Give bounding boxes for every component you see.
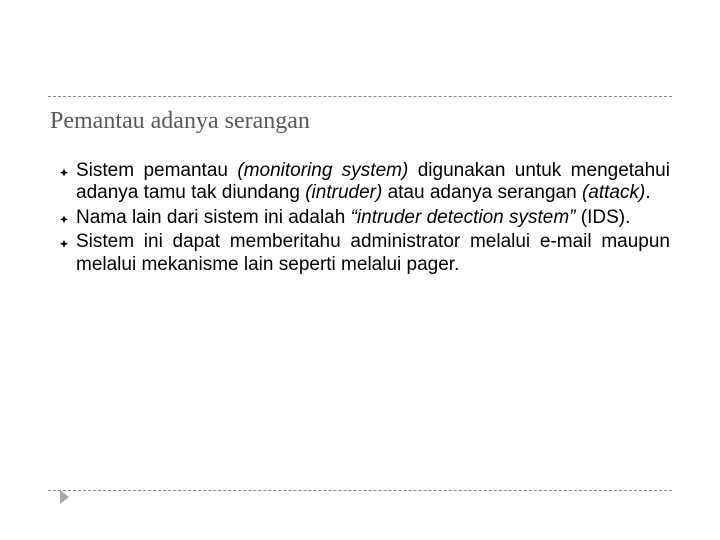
- corner-arrow-icon: [60, 490, 69, 504]
- list-item: Nama lain dari sistem ini adalah “intrud…: [60, 207, 670, 229]
- top-divider: [48, 96, 672, 97]
- bullet-list-container: Sistem pemantau (monitoring system) digu…: [60, 160, 670, 276]
- slide-title: Pemantau adanya serangan: [50, 108, 310, 135]
- bullet-list: Sistem pemantau (monitoring system) digu…: [60, 160, 670, 276]
- slide: Pemantau adanya serangan Sistem pemantau…: [0, 0, 720, 540]
- list-item: Sistem ini dapat memberitahu administrat…: [60, 231, 670, 276]
- bottom-divider: [48, 490, 672, 491]
- list-item: Sistem pemantau (monitoring system) digu…: [60, 160, 670, 205]
